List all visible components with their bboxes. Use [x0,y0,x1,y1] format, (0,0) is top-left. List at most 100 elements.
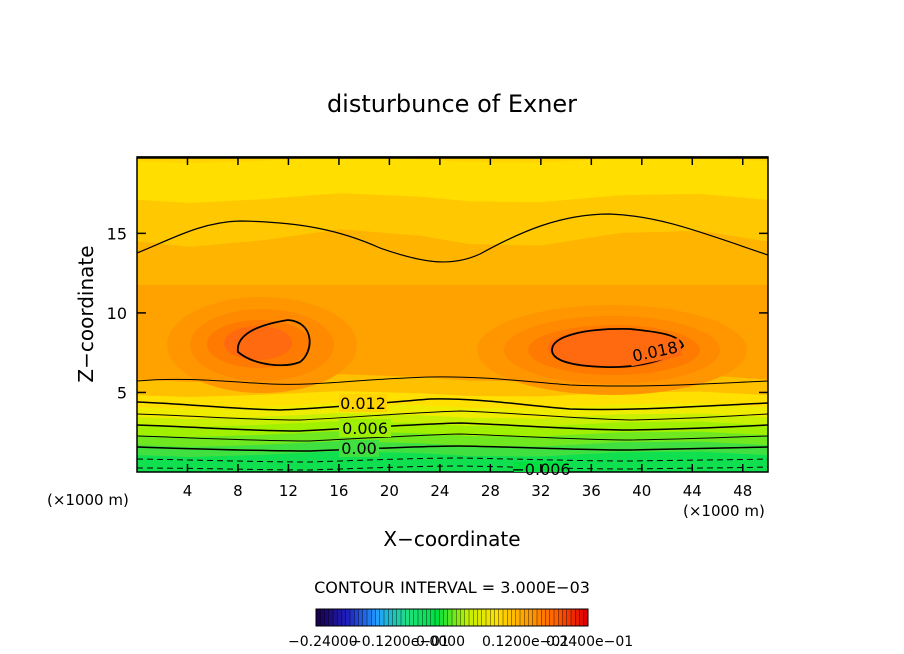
colorbar-segment [469,609,474,626]
colorbar-segment [545,609,551,626]
colorbar-segment [422,609,427,626]
colorbar-segment [503,609,508,626]
colorbar-segment [439,609,444,626]
colorbar-segment [541,609,546,626]
x-tick-label: 28 [481,482,500,500]
colorbar-segment [362,609,368,626]
colorbar-segment [532,609,538,626]
colorbar-label: −0.1200e−01 [350,634,449,650]
contour-interval-text: CONTOUR INTERVAL = 3.000E−03 [314,578,590,597]
colorbar-segment [477,609,483,626]
colorbar-segment [384,609,389,626]
colorbar-segment [490,609,495,626]
colorbar-segment [498,609,504,626]
colorbar-frame [315,608,589,627]
core-region-3 [224,326,292,360]
colorbar-segment [396,609,402,626]
colorbar-segment [337,609,342,626]
contour-label-0006-text: 0.006 [342,419,388,438]
contour-line-0012 [137,398,768,411]
colorbar-segment [473,609,478,626]
colorbar-segment [345,609,351,626]
x-tick-label: 40 [632,482,651,500]
colorbar-segment [430,609,436,626]
colorbar-segment [375,609,381,626]
y-tick-label: 15 [107,224,127,243]
colorbar-segment [320,609,325,626]
contour-label-0006: 0.006 [339,419,391,438]
colorbar-label: 0.0000 [416,634,465,650]
x-tick-label: 24 [430,482,449,500]
colorbar-segment [464,609,470,626]
contour-label-0012: 0.012 [339,394,387,413]
colorbar-segment [409,609,415,626]
colorbar-segment [341,609,347,626]
contour-line-0018-right [551,328,685,368]
colorbar-segment [486,609,491,626]
contour-line-0012-upper [137,376,768,387]
colorbar-label: 0.1200e−01 [482,634,569,650]
colorbar-segment [456,609,461,626]
colorbar-segment [354,609,359,626]
colorbar-segment [379,609,385,626]
colorbar-segment [507,609,512,626]
contour-label-000: 0.00 [339,439,379,458]
x-axis-label: X−coordinate [383,527,520,551]
contour-label-0012-text: 0.012 [340,394,386,413]
x-tick-label: 48 [733,482,752,500]
colorbar-segment [324,609,330,626]
colorbar-segment [405,609,410,626]
colorbar-segment [571,609,576,626]
colorbar-segment [401,609,406,626]
contour-line-neg0003 [137,457,768,463]
colorbar-segment [452,609,457,626]
colorbar-segment [443,609,449,626]
colorbar-segment [566,609,572,626]
contour-plot-area [136,156,769,473]
colorbar-segment [511,609,517,626]
colorbar-segment [367,609,372,626]
colorbar-segment [524,609,529,626]
colorbar-segment [494,609,500,626]
colorbar-segment [328,609,334,626]
colorbar-segment [520,609,525,626]
y-tick-label: 10 [107,304,127,323]
colorbar-segment [554,609,559,626]
contour-line-0003 [137,433,768,442]
colorbar-segment [481,609,487,626]
colorbar-segment [435,609,440,626]
colorbar [315,608,589,627]
colorbar-segment [549,609,555,626]
x-tick-label: 4 [183,482,193,500]
colorbar-segment [358,609,364,626]
colorbar-segment [515,609,521,626]
contour-line-neg0006 [137,465,768,471]
colorbar-segment [413,609,419,626]
colorbar-segment [575,609,580,626]
colorbar-segment [583,609,589,626]
contour-label-000-text: 0.00 [341,439,377,458]
x-unit-right: (×1000 m) [683,502,765,520]
contour-band-0 [137,157,768,204]
contour-band-11 [137,451,768,472]
contour-line-upper [137,213,768,263]
colorbar-label: 0.2400e−01 [546,634,633,650]
colorbar-segment [537,609,542,626]
colorbar-segment [426,609,432,626]
contour-line-0006 [137,422,768,432]
contour-line-0009 [137,410,768,421]
colorbar-segment [562,609,568,626]
x-unit-left: (×1000 m) [47,491,129,509]
x-tick-label: 32 [531,482,550,500]
x-tick-label: 20 [380,482,399,500]
colorbar-segment [350,609,355,626]
colorbar-segment [558,609,563,626]
colorbar-segment [392,609,398,626]
chart-title: disturbunce of Exner [327,90,577,118]
x-tick-label: 44 [683,482,702,500]
colorbar-segment [579,609,585,626]
y-tick-label: 5 [117,383,127,402]
colorbar-segment [418,609,423,626]
contour-line-000 [137,445,768,452]
